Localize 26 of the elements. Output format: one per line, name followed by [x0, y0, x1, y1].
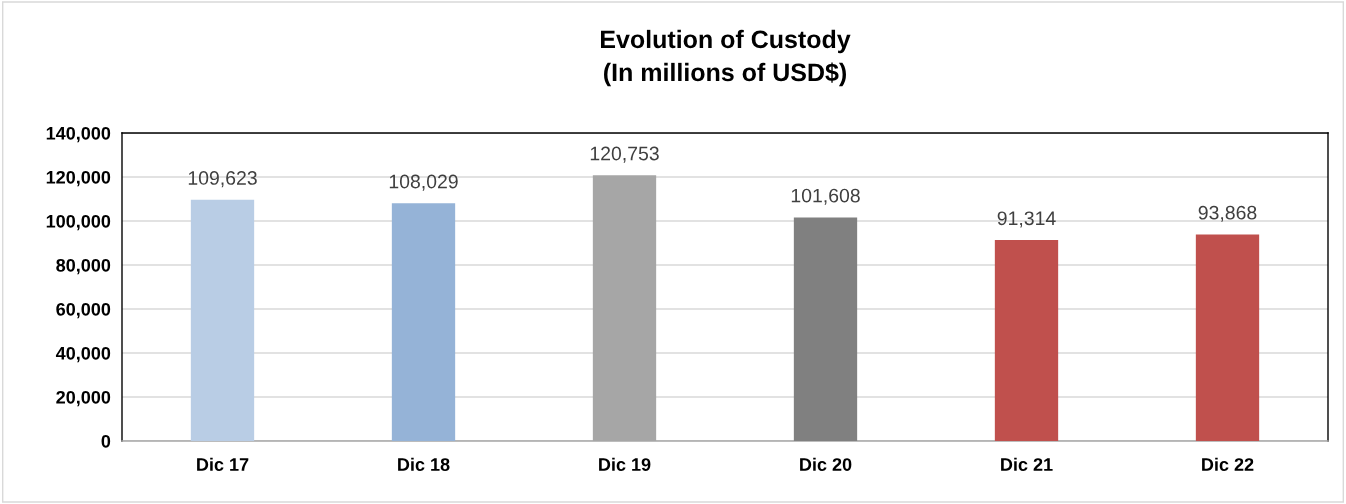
data-label: 91,314: [997, 211, 1056, 228]
y-tick-label: 60,000: [56, 302, 111, 319]
y-tick-label: 0: [101, 434, 111, 448]
y-tick-label: 140,000: [46, 126, 111, 143]
y-tick-label: 20,000: [56, 390, 111, 407]
x-tick-label: Dic 18: [398, 457, 450, 471]
x-tick-label: Dic 17: [197, 457, 249, 471]
bar: [391, 203, 456, 441]
y-tick-label: 80,000: [56, 258, 111, 275]
bar: [994, 240, 1059, 441]
y-tick-label: 120,000: [46, 170, 111, 187]
data-label: 101,608: [791, 188, 860, 205]
x-tick-label: Dic 19: [599, 457, 651, 471]
x-tick-label: Dic 22: [1202, 457, 1254, 471]
chart-title: Evolution of Custody (In millions of USD$): [601, 29, 851, 87]
y-tick-label: 40,000: [55, 346, 111, 363]
x-tick-label: Dic 20: [800, 457, 852, 471]
bar: [190, 199, 255, 441]
x-tick-label: Dic 21: [1001, 457, 1053, 471]
bar: [1195, 234, 1260, 441]
bar: [793, 217, 858, 441]
data-label: 120,753: [590, 146, 659, 163]
data-label: 108,029: [389, 174, 458, 191]
data-label: 93,868: [1198, 205, 1257, 222]
data-label: 109,623: [188, 171, 257, 188]
y-tick-label: 100,000: [46, 214, 111, 231]
